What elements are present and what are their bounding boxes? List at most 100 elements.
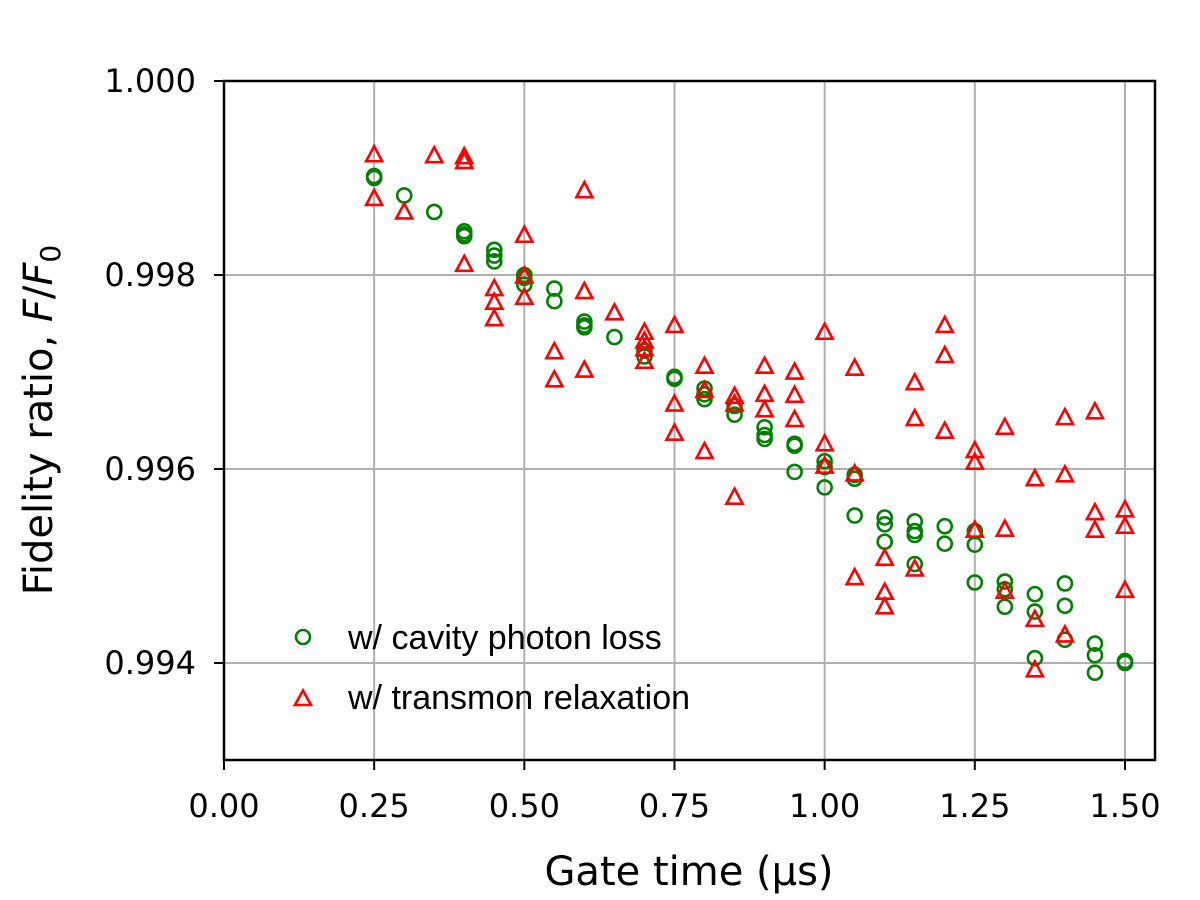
data-point-transmon-relaxation bbox=[454, 150, 475, 170]
data-point-cavity-loss bbox=[876, 509, 894, 526]
data-point-cavity-loss bbox=[485, 241, 503, 259]
data-point-transmon-relaxation bbox=[904, 407, 925, 427]
data-point-transmon-relaxation bbox=[514, 223, 535, 244]
data-point-transmon-relaxation bbox=[994, 579, 1016, 600]
data-point-transmon-relaxation bbox=[574, 179, 595, 199]
data-point-cavity-loss bbox=[906, 555, 924, 573]
data-point-cavity-loss bbox=[546, 292, 563, 310]
data-point-transmon-relaxation bbox=[514, 286, 535, 306]
data-point-transmon-relaxation bbox=[604, 301, 625, 321]
data-point-cavity-loss bbox=[906, 526, 924, 544]
data-point-transmon-relaxation bbox=[904, 557, 925, 577]
data-point-cavity-loss bbox=[1026, 603, 1044, 620]
data-point-transmon-relaxation bbox=[1084, 501, 1106, 521]
data-point-transmon-relaxation bbox=[664, 314, 685, 334]
y-tick-label: 0.998 bbox=[104, 256, 196, 294]
data-point-transmon-relaxation bbox=[1114, 579, 1136, 599]
x-axis-title: Gate time (μs) bbox=[544, 849, 833, 895]
data-point-transmon-relaxation bbox=[844, 356, 865, 376]
data-point-cavity-loss bbox=[846, 507, 863, 524]
data-point-transmon-relaxation bbox=[454, 253, 475, 273]
data-point-transmon-relaxation bbox=[724, 385, 745, 405]
data-point-cavity-loss bbox=[546, 280, 563, 297]
data-point-cavity-loss bbox=[1056, 575, 1074, 592]
legend-marker-transmon bbox=[292, 687, 314, 707]
data-point-cavity-loss bbox=[516, 276, 533, 294]
data-point-transmon-relaxation bbox=[484, 307, 505, 327]
data-point-transmon-relaxation bbox=[964, 518, 985, 538]
data-point-transmon-relaxation bbox=[363, 187, 385, 207]
data-point-cavity-loss bbox=[816, 452, 833, 470]
data-point-transmon-relaxation bbox=[363, 143, 385, 163]
data-point-transmon-relaxation bbox=[694, 354, 715, 375]
data-point-transmon-relaxation bbox=[844, 462, 865, 482]
data-point-transmon-relaxation bbox=[394, 200, 415, 220]
data-point-cavity-loss bbox=[576, 319, 593, 336]
data-point-cavity-loss bbox=[1056, 597, 1074, 615]
y-tick-label: 1.000 bbox=[104, 62, 196, 100]
data-point-transmon-relaxation bbox=[1054, 406, 1076, 426]
data-point-cavity-loss bbox=[936, 535, 954, 552]
data-point-transmon-relaxation bbox=[934, 419, 955, 440]
data-point-cavity-loss bbox=[1086, 646, 1104, 664]
data-point-cavity-loss bbox=[786, 463, 803, 481]
x-tick-label: 1.00 bbox=[789, 787, 860, 825]
data-point-cavity-loss bbox=[485, 253, 503, 270]
data-points bbox=[363, 143, 1136, 682]
data-point-cavity-loss bbox=[816, 479, 833, 496]
data-point-transmon-relaxation bbox=[424, 144, 445, 164]
data-point-cavity-loss bbox=[876, 515, 894, 533]
data-point-transmon-relaxation bbox=[694, 440, 715, 460]
y-axis-title-var2: F bbox=[16, 262, 62, 286]
data-point-transmon-relaxation bbox=[1054, 623, 1076, 643]
data-point-transmon-relaxation bbox=[544, 368, 565, 388]
x-tick-label: 0.25 bbox=[339, 787, 410, 825]
data-point-transmon-relaxation bbox=[724, 392, 745, 412]
data-point-transmon-relaxation bbox=[1024, 467, 1046, 487]
y-tick-label: 0.994 bbox=[104, 644, 196, 682]
data-point-transmon-relaxation bbox=[814, 320, 835, 341]
data-point-transmon-relaxation bbox=[574, 358, 595, 378]
plot-frame bbox=[222, 79, 1157, 762]
data-point-cavity-loss bbox=[1086, 635, 1104, 652]
grid-lines bbox=[224, 81, 1155, 760]
x-tick-label: 0.75 bbox=[639, 787, 710, 825]
x-tick-label: 0.50 bbox=[489, 787, 560, 825]
data-point-transmon-relaxation bbox=[634, 350, 655, 370]
data-point-transmon-relaxation bbox=[904, 371, 925, 391]
y-axis-title: Fidelity ratio, F/F0 bbox=[16, 245, 67, 596]
data-point-cavity-loss bbox=[1116, 654, 1134, 672]
data-point-transmon-relaxation bbox=[994, 416, 1016, 436]
data-point-cavity-loss bbox=[966, 574, 984, 591]
y-axis-title-prefix: Fidelity ratio, bbox=[16, 322, 62, 595]
data-point-transmon-relaxation bbox=[964, 450, 985, 471]
data-point-transmon-relaxation bbox=[814, 432, 835, 452]
data-point-cavity-loss bbox=[425, 203, 443, 221]
data-point-cavity-loss bbox=[606, 328, 623, 346]
data-point-transmon-relaxation bbox=[934, 314, 955, 334]
y-axis-title-var: F bbox=[16, 298, 62, 322]
y-axis-title-sep: / bbox=[16, 285, 62, 299]
x-tick-label: 0.00 bbox=[188, 787, 259, 825]
data-point-transmon-relaxation bbox=[634, 329, 655, 349]
data-point-cavity-loss bbox=[786, 437, 803, 455]
data-point-cavity-loss bbox=[1026, 585, 1044, 603]
data-point-cavity-loss bbox=[455, 227, 473, 245]
data-point-transmon-relaxation bbox=[784, 408, 805, 428]
data-point-transmon-relaxation bbox=[844, 566, 865, 586]
data-point-cavity-loss bbox=[726, 406, 743, 423]
data-point-transmon-relaxation bbox=[544, 340, 565, 360]
legend-label-transmon: w/ transmon relaxation bbox=[347, 679, 690, 717]
data-point-transmon-relaxation bbox=[754, 354, 775, 375]
data-point-cavity-loss bbox=[996, 598, 1014, 616]
data-point-transmon-relaxation bbox=[964, 439, 985, 459]
data-point-transmon-relaxation bbox=[1114, 514, 1136, 535]
data-point-transmon-relaxation bbox=[754, 398, 775, 418]
legend-label-cavity: w/ cavity photon loss bbox=[347, 619, 662, 657]
y-tick-label: 0.996 bbox=[104, 450, 196, 488]
data-point-cavity-loss bbox=[756, 418, 773, 436]
data-point-transmon-relaxation bbox=[784, 384, 805, 404]
data-point-cavity-loss bbox=[1026, 649, 1044, 667]
legend-marker-cavity bbox=[294, 628, 312, 646]
